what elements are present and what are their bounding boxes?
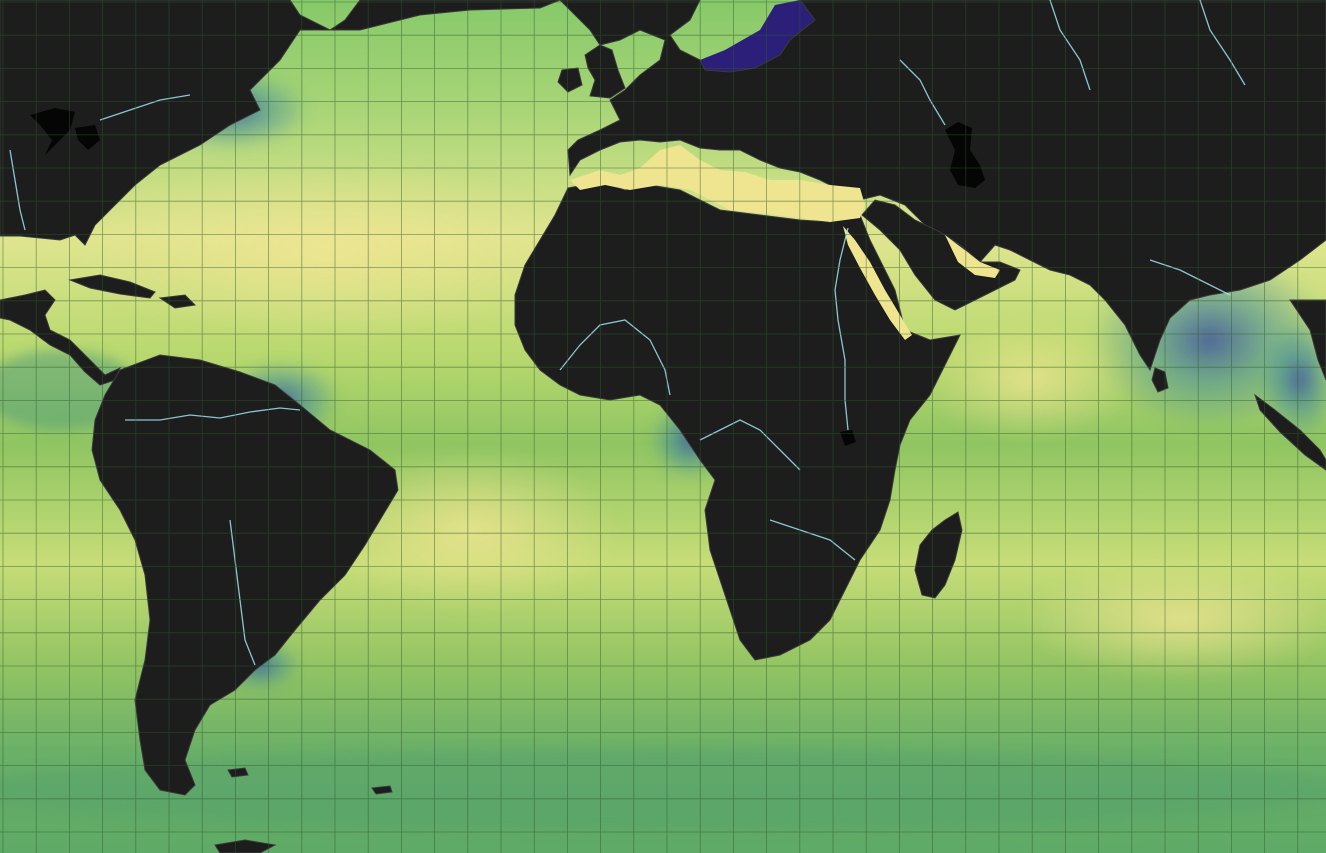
zambezi-river [769,519,856,561]
congo-river [699,419,801,471]
volga-river [899,59,946,126]
amazon-river [125,407,301,421]
great-britain [584,44,626,99]
rivers [9,0,1246,666]
malay-peninsula [1289,299,1326,381]
north-america [0,0,561,246]
parana-river [229,519,256,666]
mississippi-river [9,149,26,231]
south-georgia [371,785,393,795]
cuba [68,274,156,299]
south-america [91,354,399,796]
lakes [30,108,985,446]
niger-river [559,319,671,396]
sumatra [1254,393,1326,471]
ob-river [1049,0,1091,91]
great-lakes [30,108,100,155]
caspian-sea [945,122,985,188]
falkland-islands [227,767,249,778]
yenisei-river [1199,0,1246,86]
arabian-peninsula [861,199,1021,311]
sri-lanka [1151,367,1169,393]
tierra-del-fuego [214,839,277,853]
mediterranean-sea [570,145,865,222]
red-sea [843,226,912,340]
st-lawrence-river [99,94,191,121]
central-america [0,289,121,386]
baltic-sea [700,0,815,72]
